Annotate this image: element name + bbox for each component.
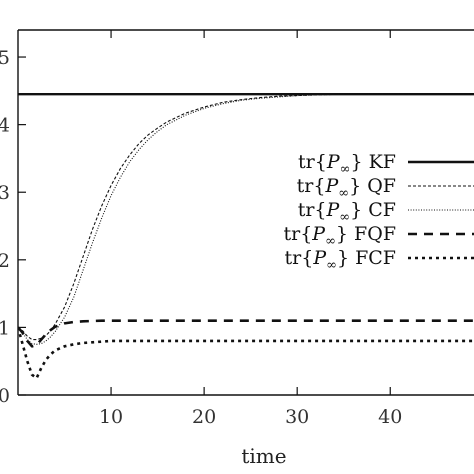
legend-label-part: tr — [283, 223, 301, 245]
legend-label-part: P — [326, 199, 341, 221]
legend-label-part: P — [311, 223, 326, 245]
legend-label: tr{P∞} CF — [298, 199, 396, 225]
legend-label: tr{P∞} FCF — [285, 247, 397, 273]
legend-label-part: tr — [298, 151, 316, 173]
legend-label-part: } — [336, 223, 348, 245]
y-tick-label: 1 — [0, 317, 10, 339]
x-axis-label: time — [241, 444, 286, 468]
legend-label-part: ∞ — [325, 234, 336, 249]
x-tick-label: 20 — [192, 406, 216, 428]
legend-entry: tr{P∞} KF — [298, 151, 474, 177]
legend-label-part: P — [324, 175, 339, 197]
legend-label: tr{P∞} FQF — [283, 223, 396, 249]
series-line-dotted-thick — [18, 327, 474, 380]
legend-label-part: { — [313, 175, 325, 197]
legend-label-part: tr — [297, 175, 315, 197]
legend-label-part: { — [301, 247, 313, 269]
legend-label-part: { — [315, 151, 327, 173]
legend-entry: tr{P∞} FCF — [285, 247, 474, 273]
series-line-dashed-thin — [18, 93, 474, 341]
series-lines — [18, 93, 474, 380]
legend-label-part: } — [350, 199, 362, 221]
legend-label-part: P — [312, 247, 327, 269]
x-tick-label: 40 — [378, 406, 402, 428]
legend-label: tr{P∞} KF — [298, 151, 396, 177]
legend-label-part: tr — [298, 199, 316, 221]
legend-label-part: { — [314, 199, 326, 221]
legend-label: tr{P∞} QF — [297, 175, 396, 201]
axes: 10 20 30 40 0 1 2 3 4 5 — [0, 29, 474, 428]
y-tick-label: 5 — [0, 47, 10, 69]
legend-entry: tr{P∞} QF — [297, 175, 474, 201]
legend-label-part: } — [337, 247, 349, 269]
legend-entry: tr{P∞} CF — [298, 199, 474, 225]
legend-label-part: P — [326, 151, 341, 173]
legend-label-part: QF — [361, 175, 396, 197]
legend-label-part: FQF — [348, 223, 396, 245]
x-tick-label: 10 — [99, 406, 123, 428]
y-tick-label: 4 — [0, 115, 10, 137]
y-tick-label: 2 — [0, 250, 10, 272]
legend-label-part: KF — [363, 151, 396, 173]
legend-label-part: tr — [285, 247, 303, 269]
y-tick-label: 3 — [0, 182, 10, 204]
legend-label-part: } — [350, 151, 362, 173]
legend-label-part: ∞ — [339, 210, 350, 225]
series-line-dashed-thick — [18, 319, 474, 348]
legend-label-part: FCF — [349, 247, 396, 269]
legend-label-part: ∞ — [326, 258, 337, 273]
series-line-dotted-thin — [18, 93, 474, 345]
legend-label-part: CF — [362, 199, 396, 221]
y-tick-label: 0 — [0, 385, 10, 407]
legend-entry: tr{P∞} FQF — [283, 223, 474, 249]
legend-label-part: { — [300, 223, 312, 245]
legend-label-part: ∞ — [338, 186, 349, 201]
legend-label-part: ∞ — [340, 162, 351, 177]
legend-label-part: } — [349, 175, 361, 197]
x-tick-label: 30 — [285, 406, 309, 428]
